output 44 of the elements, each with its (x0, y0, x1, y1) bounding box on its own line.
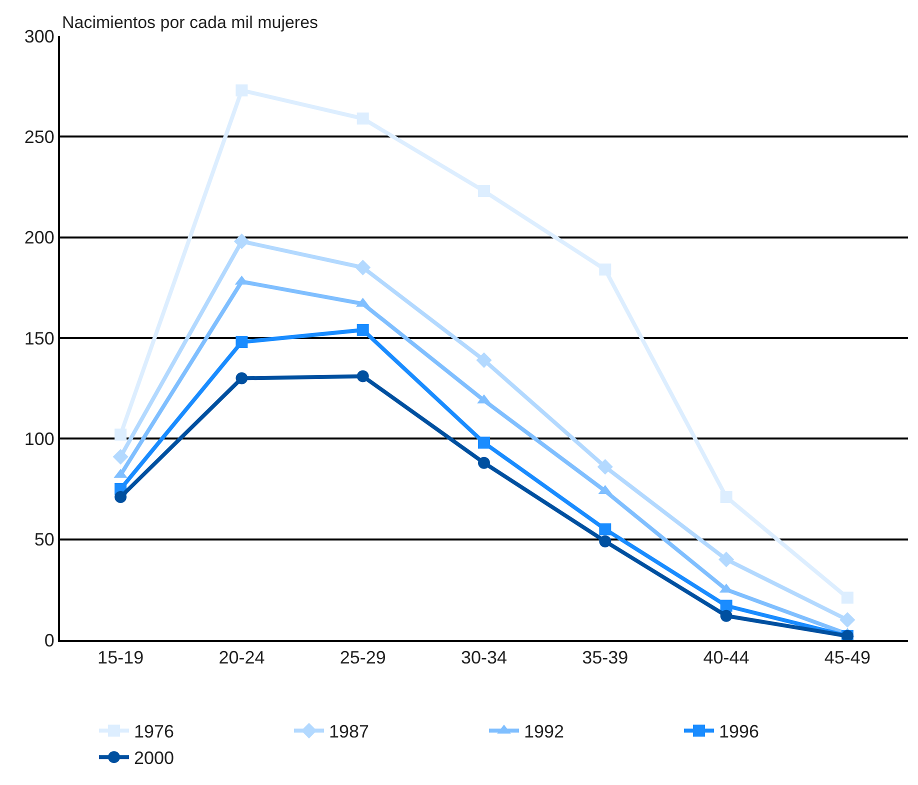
point (478, 436, 490, 449)
point (478, 456, 490, 469)
x-tick-label: 40-44 (703, 648, 750, 668)
y-tick-label: 150 (24, 328, 54, 348)
point (597, 459, 613, 475)
x-tick-label: 25-29 (340, 648, 386, 668)
y-tick-label: 200 (24, 228, 54, 248)
legend-label: 2000 (134, 748, 174, 768)
point (599, 523, 612, 536)
point (234, 234, 250, 250)
x-tick-label: 20-24 (218, 648, 265, 668)
point (476, 352, 492, 368)
legend-label: 1992 (524, 722, 564, 742)
x-tick-label: 45-49 (824, 648, 870, 668)
legend-label: 1976 (134, 722, 174, 742)
point (720, 610, 732, 622)
x-tick-label: 30-34 (460, 648, 508, 668)
point (356, 324, 369, 336)
point (840, 612, 856, 628)
point (478, 185, 490, 198)
point (356, 112, 369, 125)
y-tick-label: 250 (24, 126, 54, 147)
legend-label: 1987 (329, 722, 370, 742)
y-tick-label: 0 (44, 630, 54, 650)
y-tick-label: 300 (24, 26, 54, 46)
point (718, 552, 734, 568)
point (356, 370, 369, 382)
point (114, 428, 127, 441)
point (236, 336, 248, 348)
point (720, 491, 732, 504)
point (236, 84, 248, 96)
point (599, 264, 612, 276)
x-tick-label: 15-19 (98, 648, 144, 668)
point (841, 592, 854, 604)
y-tick-label: 50 (34, 530, 54, 550)
point (114, 491, 127, 504)
legend-label: 1996 (719, 722, 760, 742)
y-tick-label: 100 (24, 428, 54, 449)
point (236, 372, 248, 384)
point (355, 260, 371, 276)
point (599, 535, 612, 548)
point (112, 448, 128, 465)
y-axis-title: Nacimientos por cada mil mujeres (62, 13, 318, 32)
x-tick-label: 35-39 (582, 648, 628, 668)
